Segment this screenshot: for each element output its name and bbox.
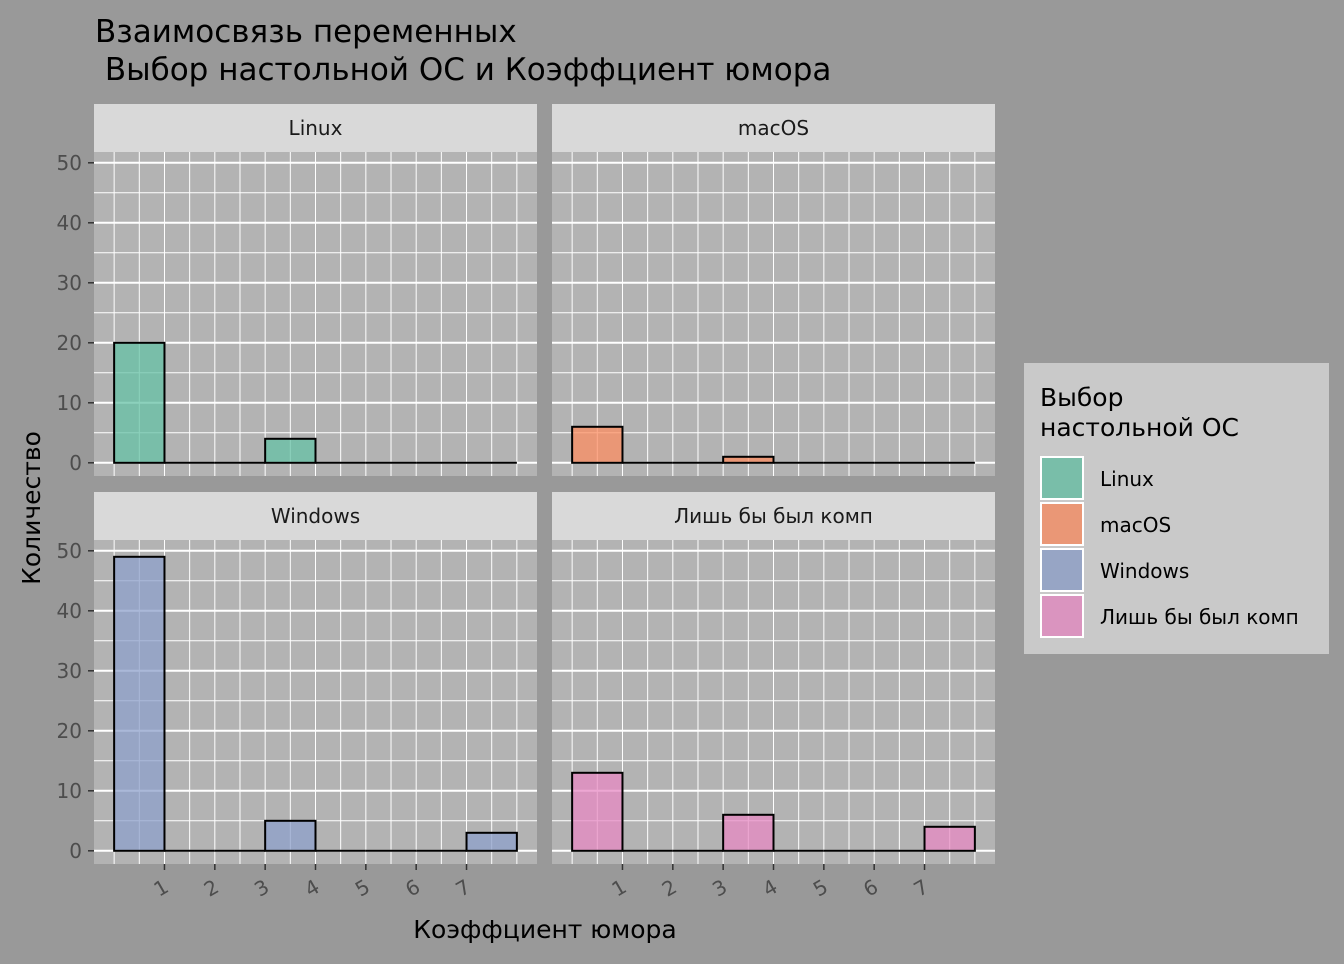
- x-tick-label: 3: [708, 874, 731, 901]
- x-tick-label: 2: [658, 874, 681, 901]
- chart-title-line-2: Выбор настольной ОС и Коэффциент юмора: [95, 52, 831, 88]
- facet-strip: [94, 492, 537, 540]
- facet-windows: Windows 0 10 20 30 40 50 1 2 3 4 5 6 7: [57, 492, 537, 902]
- histogram-bar: [571, 425, 624, 464]
- histogram-bar: [722, 455, 775, 464]
- facet-strip: [552, 492, 995, 540]
- y-axis-label: Количество: [17, 431, 46, 585]
- y-tick-label: 30: [57, 271, 82, 295]
- legend-swatch: [1040, 548, 1084, 592]
- legend: Выбор настольной ОС Linux macOS Windows Лиш…: [1024, 363, 1329, 654]
- legend-swatch: [1040, 502, 1084, 546]
- legend-items: Linux macOS Windows Лишь бы был комп: [1040, 456, 1299, 638]
- facet-лишь-бы-был-комп: Лишь бы был комп 1 2 3 4 5 6 7: [552, 492, 995, 902]
- x-tick-label: 1: [607, 874, 630, 901]
- legend-swatch: [1040, 456, 1084, 500]
- x-tick-label: 6: [401, 874, 424, 901]
- legend-label: macOS: [1100, 513, 1171, 537]
- histogram-bar: [264, 819, 317, 852]
- y-tick-label: 50: [57, 151, 82, 175]
- x-tick-label: 5: [351, 874, 374, 901]
- facet-linux: Linux 0 10 20 30 40 50: [57, 104, 537, 476]
- y-tick-label: 50: [57, 539, 82, 563]
- y-tick-label: 0: [69, 839, 82, 863]
- y-tick-label: 40: [57, 599, 82, 623]
- x-tick-label: 4: [300, 874, 323, 901]
- x-tick-label: 3: [250, 874, 273, 901]
- facet-strip-label: macOS: [738, 116, 809, 140]
- legend-label: Лишь бы был комп: [1100, 605, 1299, 629]
- facet-strip-label: Лишь бы был комп: [674, 504, 873, 528]
- x-tick-label: 6: [859, 874, 882, 901]
- legend-label: Windows: [1100, 559, 1189, 583]
- x-tick-label: 1: [149, 874, 172, 901]
- x-tick-label: 7: [452, 874, 475, 901]
- histogram-bar: [465, 831, 518, 852]
- legend-title-line-2: настольной ОС: [1040, 413, 1239, 442]
- y-tick-label: 0: [69, 451, 82, 475]
- facet-strip: [94, 104, 537, 152]
- facet-macos: macOS: [552, 104, 995, 476]
- histogram-bar: [722, 813, 775, 852]
- facet-panels: Linux 0 10 20 30 40 50 macOS Windows 0 10 20 30 40 50 1…: [57, 104, 995, 902]
- x-tick-label: 2: [200, 874, 223, 901]
- histogram-bar: [113, 555, 166, 852]
- chart-title-line-1: Взаимосвязь переменных: [95, 14, 517, 50]
- y-tick-label: 20: [57, 719, 82, 743]
- x-tick-label: 5: [809, 874, 832, 901]
- facet-strip: [552, 104, 995, 152]
- y-tick-label: 40: [57, 211, 82, 235]
- y-tick-label: 10: [57, 779, 82, 803]
- histogram-bar: [923, 825, 976, 852]
- legend-swatch: [1040, 594, 1084, 638]
- y-tick-label: 20: [57, 331, 82, 355]
- x-axis-label: Коэффциент юмора: [413, 915, 676, 944]
- x-tick-label: 7: [910, 874, 933, 901]
- y-tick-label: 10: [57, 391, 82, 415]
- histogram-bar: [113, 341, 166, 464]
- histogram-bar: [571, 771, 624, 852]
- histogram-bar: [264, 437, 317, 464]
- facet-strip-label: Windows: [271, 504, 360, 528]
- y-tick-label: 30: [57, 659, 82, 683]
- legend-title-line-1: Выбор: [1040, 383, 1123, 412]
- facet-strip-label: Linux: [289, 116, 343, 140]
- x-tick-label: 4: [758, 874, 781, 901]
- legend-label: Linux: [1100, 467, 1154, 491]
